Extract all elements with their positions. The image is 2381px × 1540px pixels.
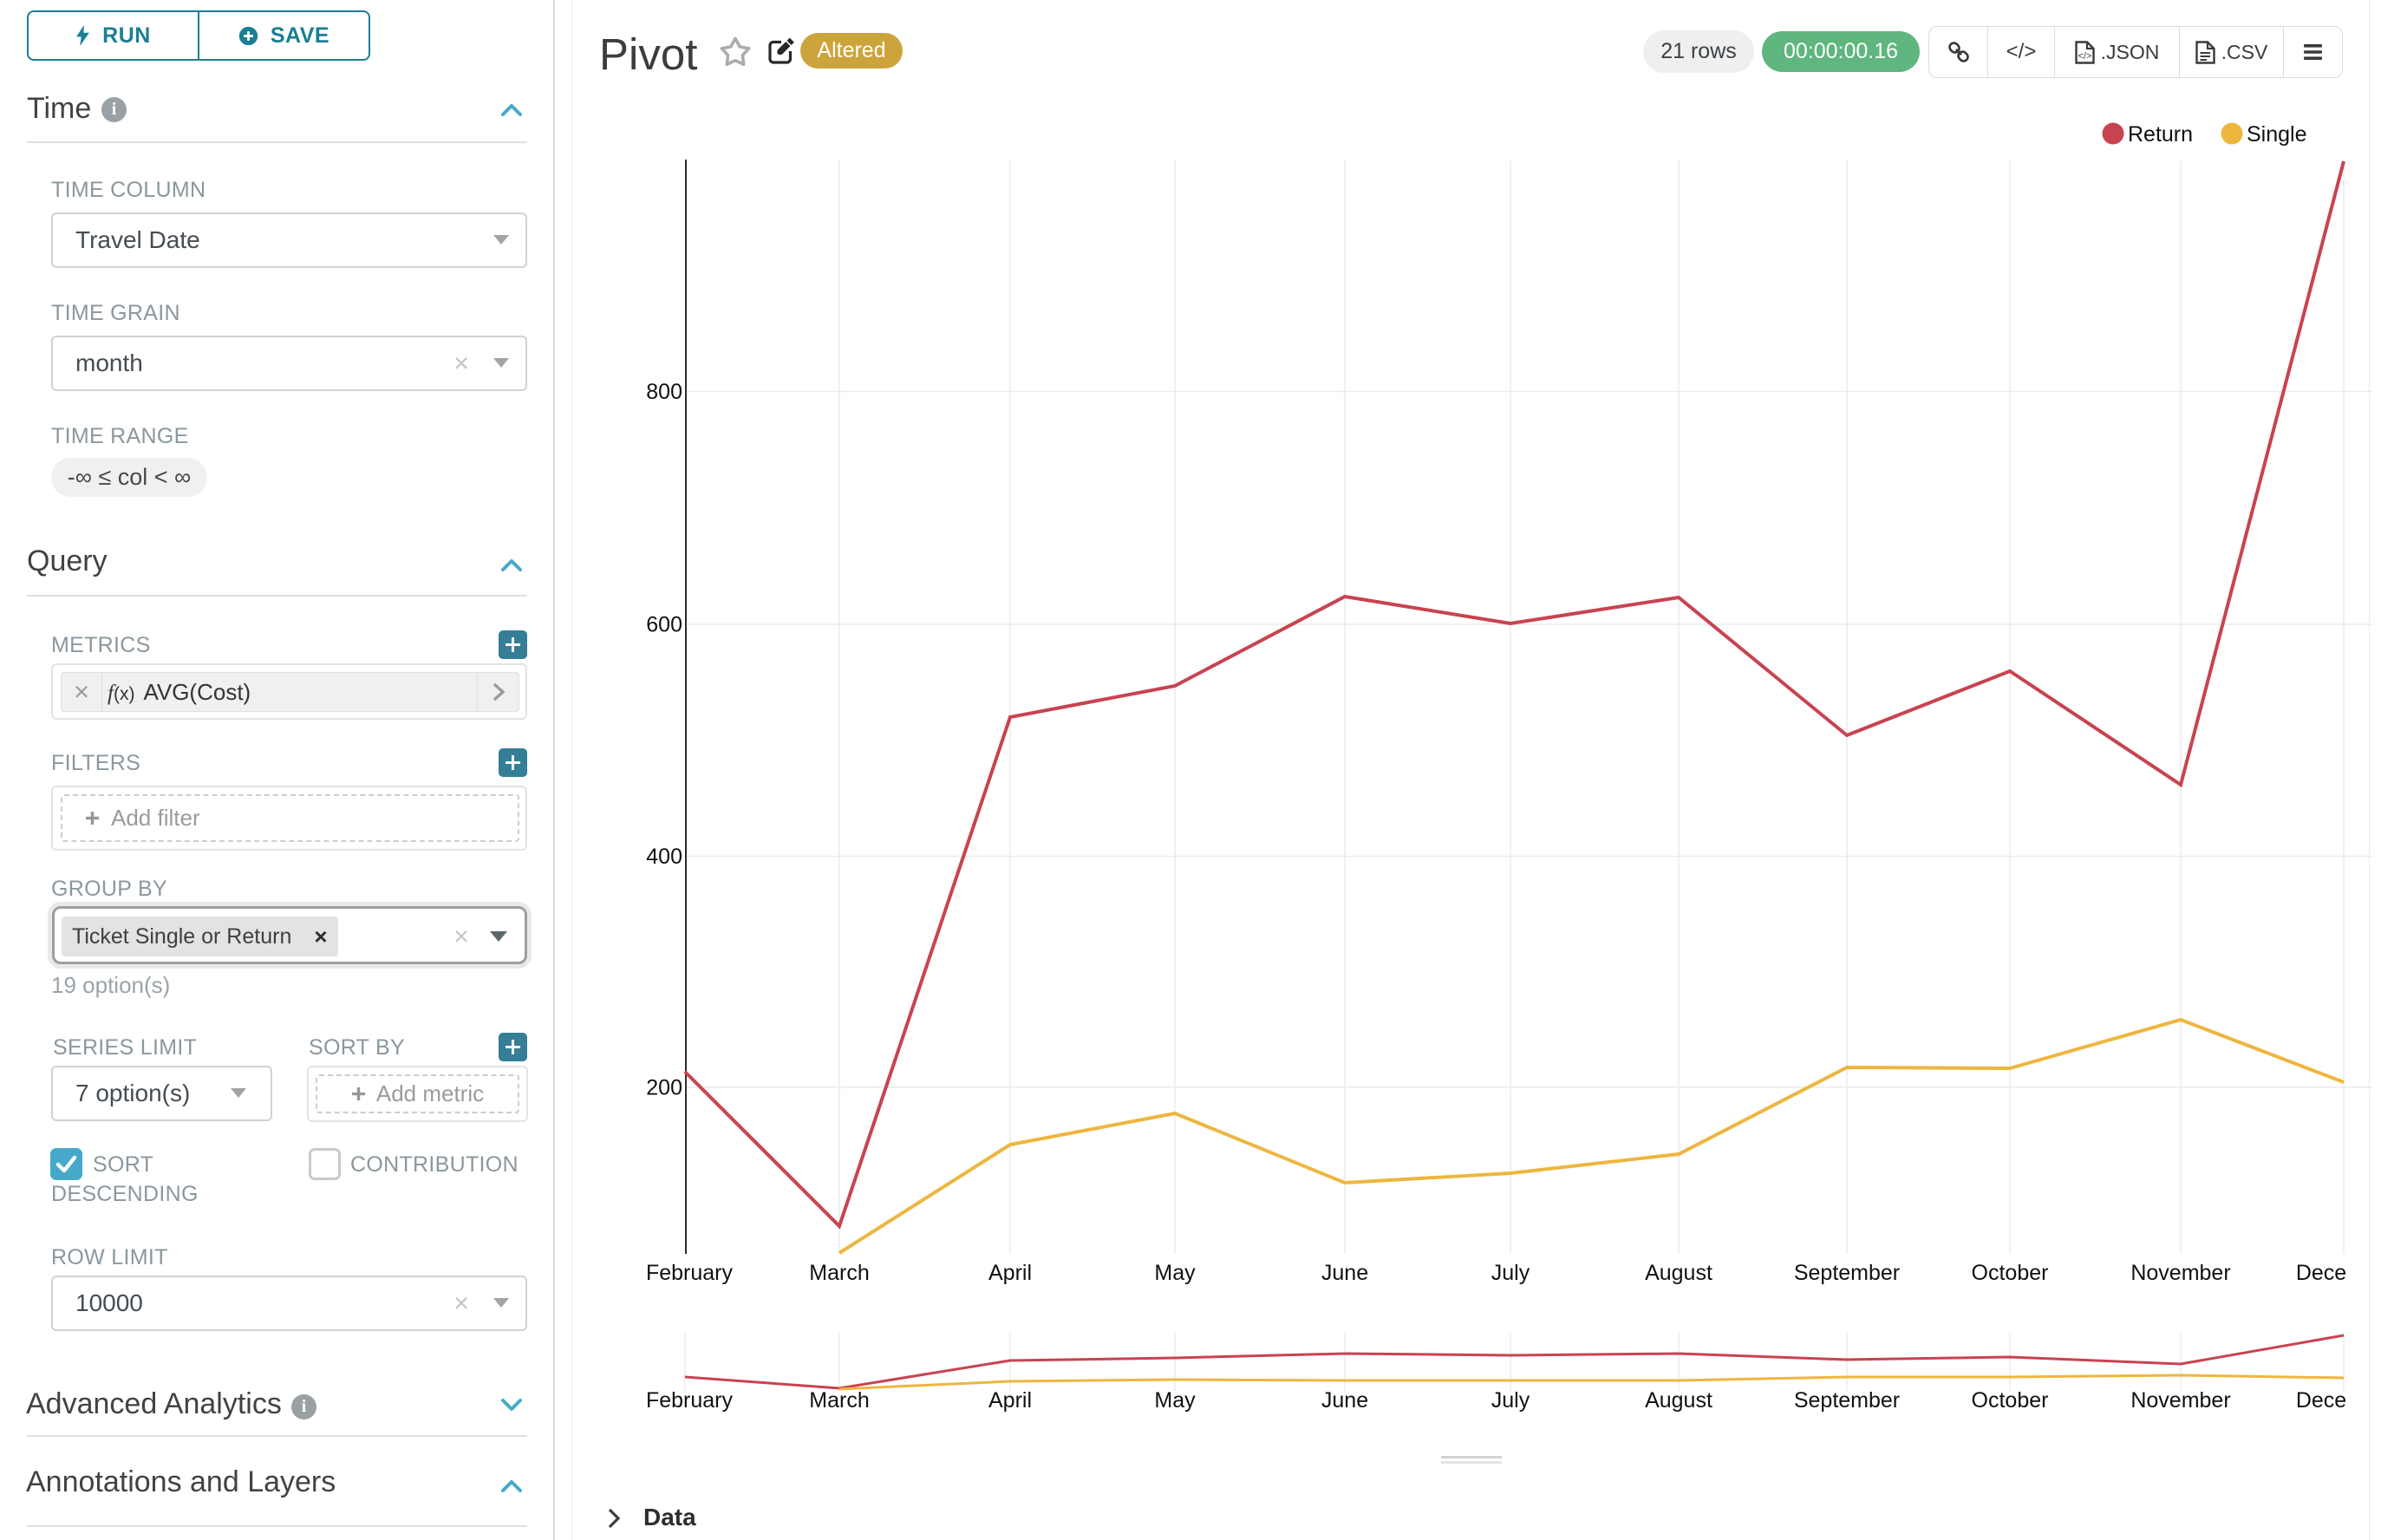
svg-text:March: March bbox=[809, 1388, 869, 1413]
svg-text:Single: Single bbox=[2247, 122, 2307, 147]
svg-text:April: April bbox=[988, 1261, 1032, 1285]
svg-text:200: 200 bbox=[646, 1076, 682, 1100]
svg-text:May: May bbox=[1154, 1388, 1196, 1413]
svg-text:February: February bbox=[646, 1388, 734, 1413]
svg-text:June: June bbox=[1321, 1388, 1368, 1413]
svg-text:July: July bbox=[1491, 1261, 1530, 1285]
svg-text:October: October bbox=[1972, 1261, 2049, 1285]
svg-text:April: April bbox=[988, 1388, 1032, 1413]
svg-text:September: September bbox=[1794, 1388, 1900, 1413]
svg-text:June: June bbox=[1321, 1261, 1368, 1285]
svg-text:May: May bbox=[1154, 1261, 1196, 1285]
svg-text:Return: Return bbox=[2128, 122, 2193, 147]
svg-text:</>: </> bbox=[2078, 51, 2091, 62]
svg-text:800: 800 bbox=[646, 380, 682, 404]
svg-text:600: 600 bbox=[646, 613, 682, 637]
svg-text:October: October bbox=[1972, 1388, 2049, 1413]
svg-text:August: August bbox=[1645, 1388, 1712, 1413]
svg-text:March: March bbox=[809, 1261, 869, 1285]
svg-text:Dece: Dece bbox=[2296, 1261, 2346, 1285]
svg-text:November: November bbox=[2130, 1261, 2230, 1285]
svg-text:400: 400 bbox=[646, 845, 682, 869]
svg-text:February: February bbox=[646, 1261, 734, 1285]
svg-text:November: November bbox=[2130, 1388, 2230, 1413]
svg-text:July: July bbox=[1491, 1388, 1530, 1413]
svg-text:September: September bbox=[1794, 1261, 1900, 1285]
svg-text:Dece: Dece bbox=[2296, 1388, 2346, 1413]
svg-text:August: August bbox=[1645, 1261, 1712, 1285]
